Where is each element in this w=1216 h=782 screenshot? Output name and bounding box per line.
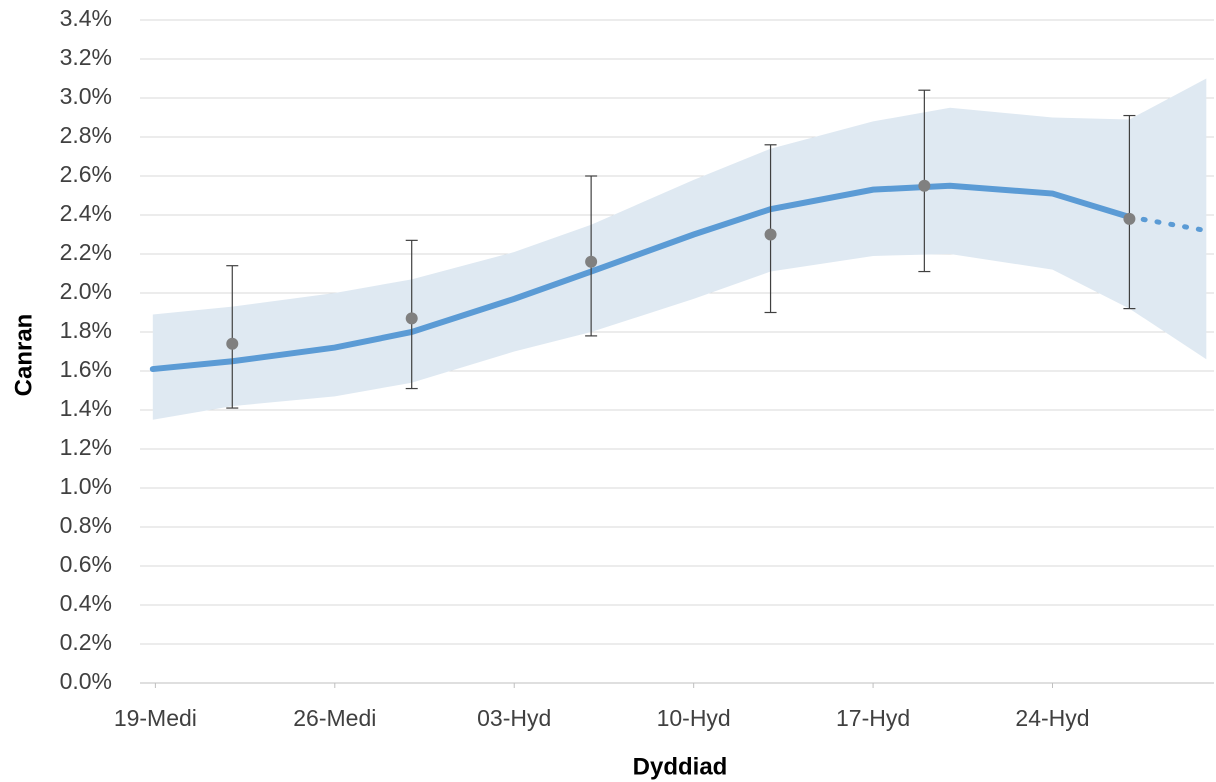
x-tick-label: 26-Medi [293,705,376,731]
y-tick-label: 0.6% [60,551,112,577]
trend-line [149,182,1133,373]
y-tick-label: 2.2% [60,239,112,265]
y-tick-label: 2.0% [60,278,112,304]
x-axis-title: Dyddiad [633,753,728,780]
y-tick-label: 0.8% [60,512,112,538]
y-tick-label: 3.2% [60,44,112,70]
y-tick-label: 0.0% [60,668,112,694]
x-tick-label: 17-Hyd [836,705,910,731]
y-tick-label: 0.4% [60,590,112,616]
y-axis-title: Canran [10,314,37,397]
y-tick-label: 1.8% [60,317,112,343]
y-tick-label: 3.4% [60,5,112,31]
estimate-point [226,337,239,350]
x-tick-label: 24-Hyd [1015,705,1089,731]
y-tick-label: 0.2% [60,629,112,655]
x-tick-label: 10-Hyd [657,705,731,731]
estimate-point [585,255,598,268]
y-tick-label: 2.8% [60,122,112,148]
y-tick-label: 1.0% [60,473,112,499]
x-tick-label: 19-Medi [114,705,197,731]
estimate-point [764,228,777,241]
y-tick-label: 1.4% [60,395,112,421]
estimate-point [1123,212,1136,225]
estimate-point [405,312,418,325]
y-tick-label: 2.4% [60,200,112,226]
y-tick-label: 2.6% [60,161,112,187]
estimate-point [918,179,931,192]
y-tick-label: 1.6% [60,356,112,382]
y-tick-label: 3.0% [60,83,112,109]
y-tick-label: 1.2% [60,434,112,460]
confidence-band [152,78,1207,420]
projection-line [1126,214,1209,234]
x-tick-label: 03-Hyd [477,705,551,731]
